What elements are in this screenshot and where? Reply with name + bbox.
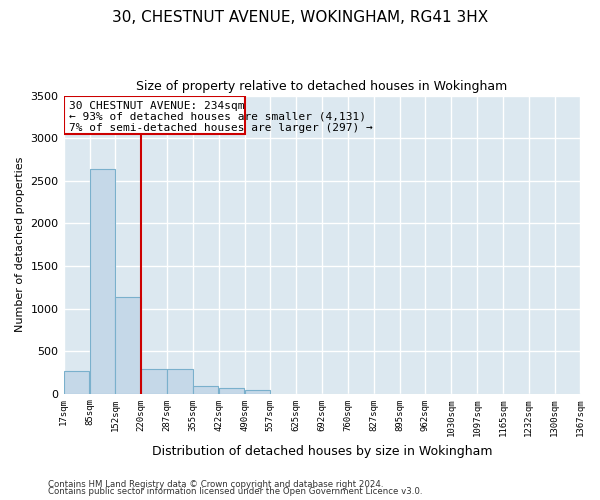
Y-axis label: Number of detached properties: Number of detached properties <box>15 157 25 332</box>
Text: 30, CHESTNUT AVENUE, WOKINGHAM, RG41 3HX: 30, CHESTNUT AVENUE, WOKINGHAM, RG41 3HX <box>112 10 488 25</box>
Bar <box>245 390 270 394</box>
Bar <box>64 96 245 134</box>
Bar <box>90 169 115 394</box>
Text: Contains HM Land Registry data © Crown copyright and database right 2024.: Contains HM Land Registry data © Crown c… <box>48 480 383 489</box>
Bar <box>167 370 193 394</box>
Text: ← 93% of detached houses are smaller (4,131): ← 93% of detached houses are smaller (4,… <box>69 112 366 122</box>
Bar <box>64 370 89 394</box>
Bar <box>193 386 218 394</box>
Bar <box>115 296 141 394</box>
Text: 30 CHESTNUT AVENUE: 234sqm: 30 CHESTNUT AVENUE: 234sqm <box>69 101 245 111</box>
Bar <box>142 369 167 394</box>
Text: 7% of semi-detached houses are larger (297) →: 7% of semi-detached houses are larger (2… <box>69 122 373 132</box>
X-axis label: Distribution of detached houses by size in Wokingham: Distribution of detached houses by size … <box>152 444 492 458</box>
Text: Contains public sector information licensed under the Open Government Licence v3: Contains public sector information licen… <box>48 487 422 496</box>
Title: Size of property relative to detached houses in Wokingham: Size of property relative to detached ho… <box>136 80 508 93</box>
Bar <box>219 388 244 394</box>
